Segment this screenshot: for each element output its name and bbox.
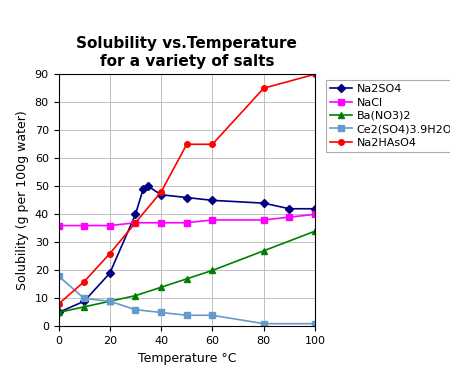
Na2SO4 (312, 207, 318, 211)
Y-axis label: Solubility (g per 100g water): Solubility (g per 100g water) (16, 111, 29, 290)
NaCl (56, 223, 61, 228)
Ce2(SO4)3.9H2O (56, 274, 61, 278)
NaCl (81, 223, 87, 228)
Na2SO4 (81, 299, 87, 303)
Line: Na2HAsO4: Na2HAsO4 (56, 72, 318, 307)
Ba(NO3)2 (107, 299, 112, 303)
Ba(NO3)2 (133, 293, 138, 298)
Ce2(SO4)3.9H2O (158, 310, 164, 315)
Na2SO4 (56, 310, 61, 315)
Line: Ba(NO3)2: Ba(NO3)2 (56, 229, 318, 315)
Na2SO4 (145, 184, 151, 188)
Ce2(SO4)3.9H2O (133, 308, 138, 312)
Ce2(SO4)3.9H2O (261, 321, 266, 326)
NaCl (210, 218, 215, 222)
NaCl (133, 220, 138, 225)
Ba(NO3)2 (184, 277, 189, 281)
Na2HAsO4 (158, 190, 164, 194)
Ce2(SO4)3.9H2O (210, 313, 215, 318)
Ba(NO3)2 (261, 249, 266, 253)
NaCl (312, 212, 318, 217)
Ba(NO3)2 (81, 305, 87, 309)
Na2HAsO4 (312, 72, 318, 76)
NaCl (261, 218, 266, 222)
Na2HAsO4 (81, 279, 87, 284)
Line: Na2SO4: Na2SO4 (56, 184, 318, 315)
Na2HAsO4 (210, 142, 215, 147)
Na2SO4 (261, 201, 266, 206)
Legend: Na2SO4, NaCl, Ba(NO3)2, Ce2(SO4)3.9H2O, Na2HAsO4: Na2SO4, NaCl, Ba(NO3)2, Ce2(SO4)3.9H2O, … (326, 80, 450, 152)
Na2SO4 (210, 198, 215, 203)
NaCl (287, 215, 292, 219)
Title: Solubility vs.Temperature
for a variety of salts: Solubility vs.Temperature for a variety … (76, 36, 297, 69)
NaCl (107, 223, 112, 228)
Na2HAsO4 (261, 86, 266, 91)
NaCl (158, 220, 164, 225)
Na2SO4 (140, 187, 146, 191)
Na2HAsO4 (184, 142, 189, 147)
Ce2(SO4)3.9H2O (312, 321, 318, 326)
Ba(NO3)2 (312, 229, 318, 233)
Na2SO4 (184, 195, 189, 200)
Ce2(SO4)3.9H2O (184, 313, 189, 318)
Line: Ce2(SO4)3.9H2O: Ce2(SO4)3.9H2O (56, 273, 318, 326)
Ba(NO3)2 (56, 310, 61, 315)
Ce2(SO4)3.9H2O (81, 296, 87, 301)
Na2SO4 (158, 193, 164, 197)
Na2SO4 (133, 212, 138, 217)
Na2HAsO4 (107, 252, 112, 256)
Ba(NO3)2 (210, 268, 215, 273)
NaCl (184, 220, 189, 225)
Na2SO4 (287, 207, 292, 211)
X-axis label: Temperature °C: Temperature °C (138, 352, 236, 365)
Na2SO4 (107, 271, 112, 275)
Na2HAsO4 (133, 220, 138, 225)
Ce2(SO4)3.9H2O (107, 299, 112, 303)
Line: NaCl: NaCl (56, 211, 318, 228)
Na2HAsO4 (56, 302, 61, 306)
Ba(NO3)2 (158, 285, 164, 289)
